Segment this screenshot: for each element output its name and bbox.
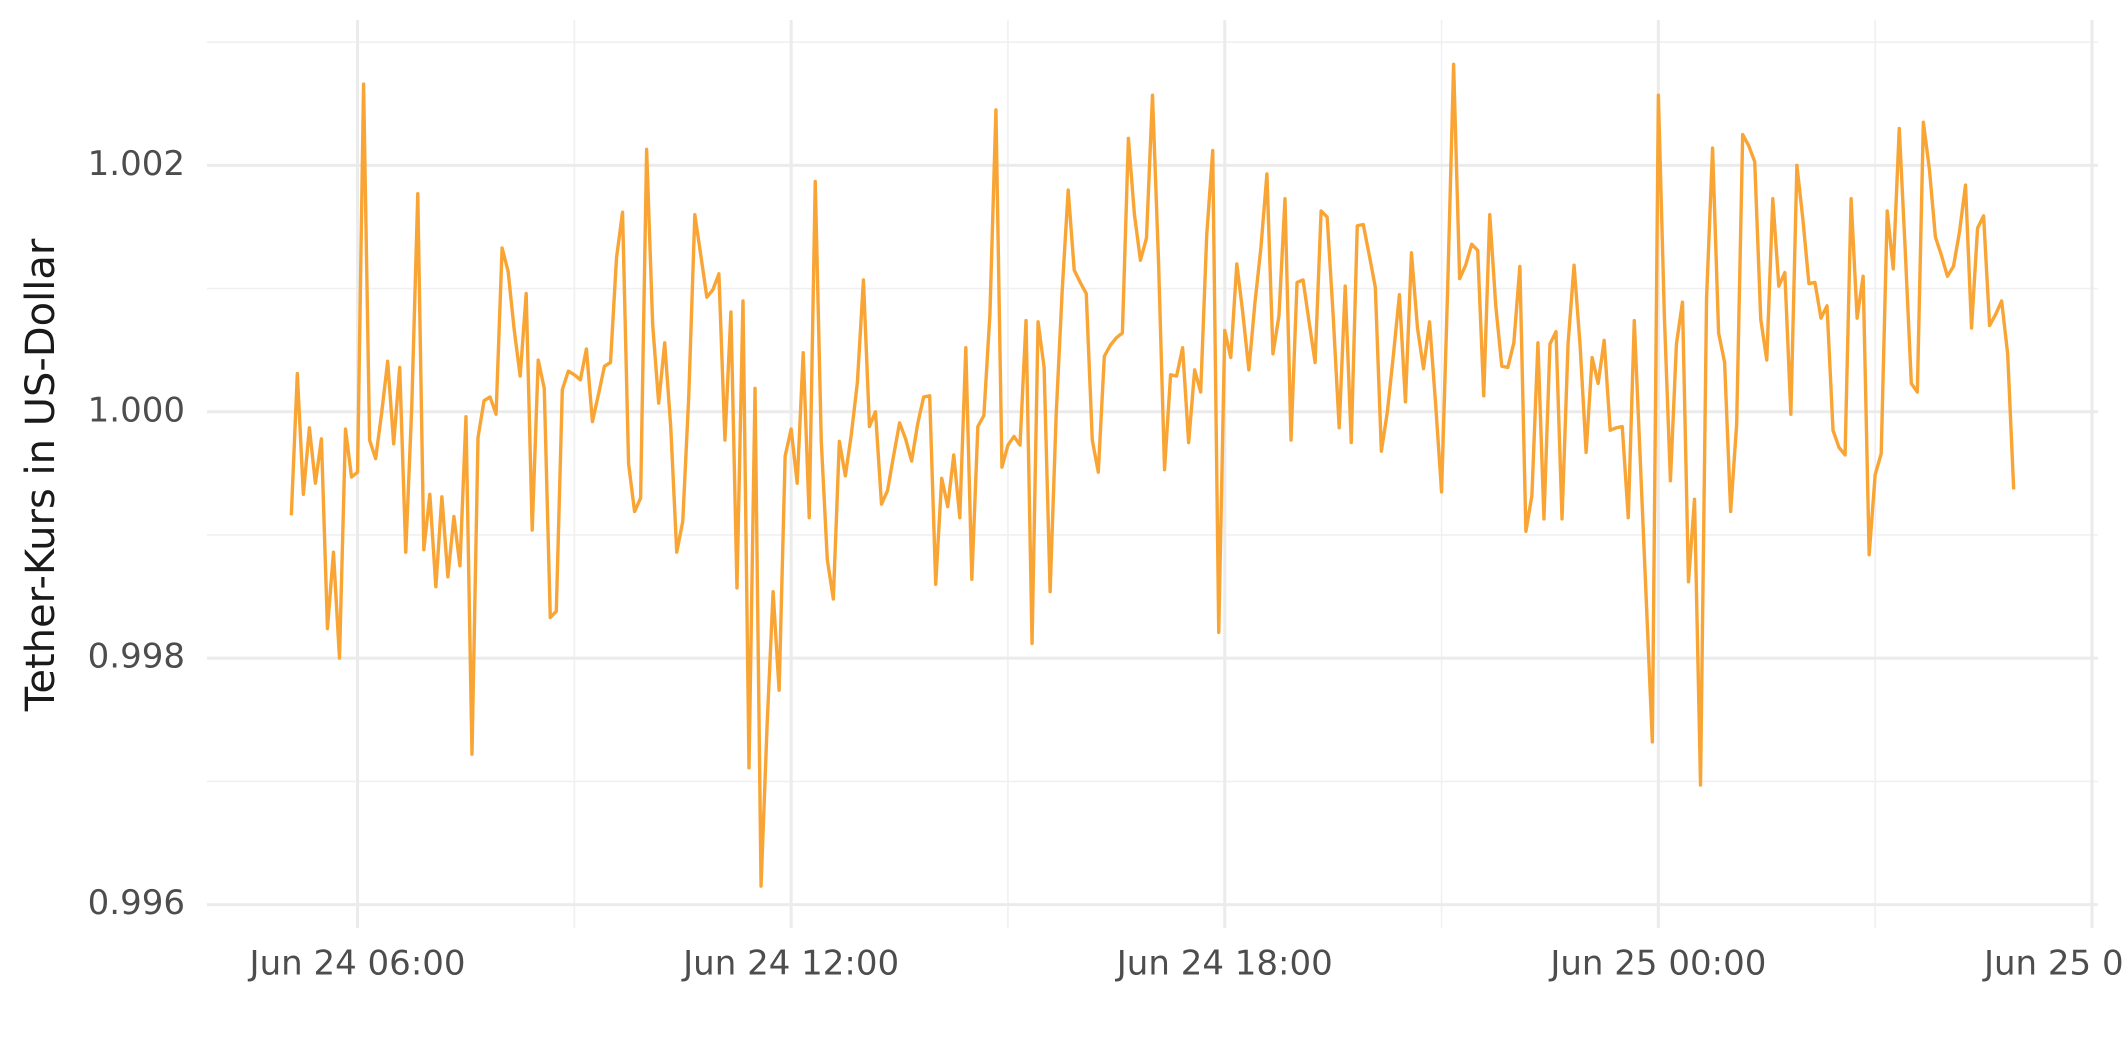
y-tick-label: 0.996 [88,883,185,923]
y-tick-label: 1.000 [88,390,185,430]
x-tick-label: Jun 24 18:00 [1115,944,1333,984]
x-tick-label: Jun 24 06:00 [248,944,466,984]
data-line [289,62,2016,888]
y-tick-label: 1.002 [88,144,185,184]
y-tick-label: 0.998 [88,637,185,677]
x-tick-label: Jun 25 06:00 [1982,944,2125,984]
x-tick-label: Jun 24 12:00 [681,944,899,984]
x-tick-label: Jun 25 00:00 [1548,944,1766,984]
y-axis-title: Tether-Kurs in US-Dollar [18,238,64,712]
